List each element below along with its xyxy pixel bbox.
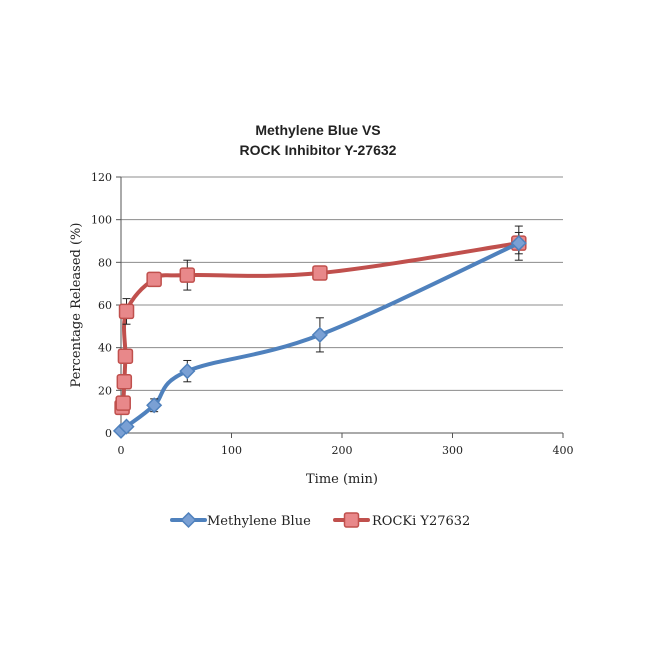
data-point <box>115 395 131 411</box>
axes: 0 20 40 60 80 100 120 0 100 200 300 400 <box>91 171 574 457</box>
series-area <box>112 225 527 439</box>
legend-label: Methylene Blue <box>207 514 311 529</box>
data-point <box>179 363 196 380</box>
data-point <box>146 397 163 414</box>
legend-label: ROCKi Y27632 <box>372 514 470 529</box>
data-point <box>116 374 133 390</box>
x-axis-label: Time (min) <box>306 472 378 487</box>
y-tick-label: 100 <box>91 214 112 227</box>
gridlines <box>121 176 563 391</box>
legend: Methylene Blue ROCKi Y27632 <box>170 511 470 529</box>
data-point <box>179 267 196 283</box>
x-tick-label: 100 <box>221 444 242 457</box>
chart-title-line-1: Methylene Blue VS <box>255 122 380 138</box>
data-point <box>117 348 134 364</box>
data-point <box>311 326 328 343</box>
y-axis-label: Percentage Released (%) <box>69 223 84 388</box>
series-line <box>120 241 521 410</box>
y-tick-label: 60 <box>98 299 112 312</box>
legend-marker <box>180 511 197 529</box>
y-tick-label: 40 <box>98 342 112 355</box>
x-tick-label: 0 <box>118 444 125 457</box>
y-tick-label: 0 <box>105 427 112 440</box>
data-point <box>146 271 162 288</box>
legend-marker <box>343 512 360 528</box>
x-tick-label: 400 <box>553 444 574 457</box>
y-tick-label: 80 <box>98 256 112 269</box>
series-methylene-blue <box>112 231 527 439</box>
x-tick-label: 200 <box>332 444 353 457</box>
data-point <box>312 265 328 281</box>
legend-item-methylene-blue: Methylene Blue <box>170 511 311 529</box>
data-point <box>510 235 527 252</box>
data-point <box>118 303 135 320</box>
y-tick-label: 20 <box>98 384 112 397</box>
chart-title-line-2: ROCK Inhibitor Y-27632 <box>240 142 397 158</box>
legend-item-rocki: ROCKi Y27632 <box>333 512 470 529</box>
data-point <box>118 418 135 435</box>
y-tick-label: 120 <box>91 171 112 184</box>
x-tick-label: 300 <box>442 444 463 457</box>
